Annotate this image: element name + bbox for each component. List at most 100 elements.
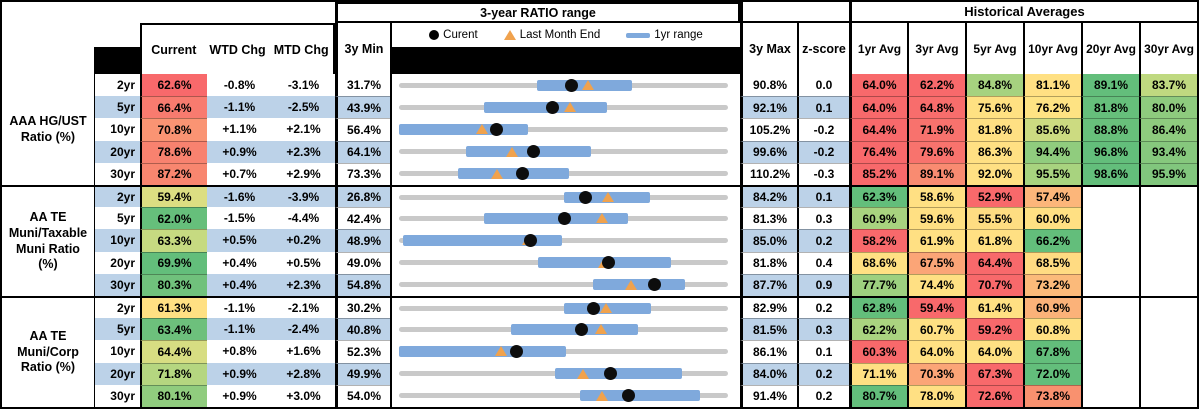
mtd-chg-value: -4.4% (287, 211, 320, 226)
historical-avg-value: 75.6% (965, 96, 1023, 119)
above-max-z-blank (740, 2, 849, 23)
3y-min-value: 30.2% (335, 296, 390, 319)
tenor-label: 2yr (94, 185, 140, 208)
1yr-range-bar (398, 123, 529, 135)
3y-min-value: 31.7% (335, 74, 390, 97)
avg-column-header: 20yr Avg (1081, 23, 1139, 74)
historical-avg-value: 81.1% (1023, 74, 1081, 97)
range-chart (390, 384, 740, 407)
z-score-value: 0.3 (797, 318, 849, 341)
range-track (398, 305, 729, 311)
wtd-chg-value: -1.5% (223, 211, 256, 226)
3y-min-value: 54.0% (335, 384, 390, 407)
3y-min-value: 49.9% (335, 362, 390, 385)
z-score-column-header: z-score (797, 23, 849, 74)
historical-avg-value: 64.0% (907, 340, 965, 363)
historical-avg-value: 76.4% (849, 140, 907, 163)
above-current-blank (140, 2, 335, 23)
range-chart (390, 96, 740, 119)
historical-avg-value: 60.7% (907, 318, 965, 341)
historical-avg-value (1139, 318, 1197, 341)
current-marker (603, 367, 617, 381)
z-score-value: -0.2 (797, 140, 849, 163)
historical-avg-value: 73.8% (1023, 384, 1081, 407)
1yr-range-bar (457, 168, 570, 180)
legend-1yr-range: 1yr range (626, 29, 703, 41)
3y-max-value: 81.5% (740, 318, 797, 341)
mtd-chg-value: +0.5% (286, 255, 321, 270)
historical-avg-value: 62.3% (849, 185, 907, 208)
current-marker (526, 145, 540, 159)
3y-max-value: 90.8% (740, 74, 797, 97)
tenor-label: 5yr (94, 318, 140, 341)
tenor-label: 30yr (94, 273, 140, 296)
3y-min-value: 49.0% (335, 251, 390, 274)
chart-section-title: 3-year RATIO range (335, 2, 740, 23)
3y-max-value: 82.9% (740, 296, 797, 319)
current-marker (579, 190, 593, 204)
z-score-value: 0.0 (797, 74, 849, 97)
last-month-end-marker (582, 80, 595, 91)
historical-avg-value (1139, 296, 1197, 319)
tenor-label: 20yr (94, 251, 140, 274)
historical-avg-value: 58.6% (907, 185, 965, 208)
historical-avg-value (1081, 207, 1139, 230)
3y-max-value: 91.4% (740, 384, 797, 407)
wtd-chg-value: +1.1% (222, 122, 257, 137)
historical-avg-value: 59.6% (907, 207, 965, 230)
historical-avg-value (1081, 296, 1139, 319)
tenor-label: 5yr (94, 207, 140, 230)
1yr-range-bar (484, 212, 629, 224)
current-dot-icon (429, 30, 440, 40)
historical-avg-value: 96.8% (1081, 140, 1139, 163)
mtd-chg-value: -3.1% (287, 78, 320, 93)
tenor-label: 10yr (94, 118, 140, 141)
current-marker (546, 100, 560, 114)
historical-avg-value: 86.4% (1139, 118, 1197, 141)
historical-avg-value: 64.0% (849, 96, 907, 119)
historical-avg-value: 83.7% (1139, 74, 1197, 97)
historical-avg-value: 86.3% (965, 140, 1023, 163)
historical-avg-value: 58.2% (849, 229, 907, 252)
3y-min-value: 26.8% (335, 185, 390, 208)
current-value: 63.3% (140, 229, 207, 252)
range-chart (390, 162, 740, 185)
historical-avg-value (1081, 362, 1139, 385)
wtd-chg-value: +0.7% (222, 166, 257, 181)
historical-avg-value: 74.4% (907, 273, 965, 296)
tenor-header-black-box (94, 47, 140, 74)
3y-min-value: 64.1% (335, 140, 390, 163)
avg-column-header: 5yr Avg (965, 23, 1023, 74)
3y-max-value: 81.8% (740, 251, 797, 274)
historical-avg-value (1139, 362, 1197, 385)
range-chart (390, 207, 740, 230)
3y-max-value: 84.0% (740, 362, 797, 385)
1yr-range-bar (511, 323, 638, 335)
3y-min-value: 40.8% (335, 318, 390, 341)
current-value: 71.8% (140, 362, 207, 385)
legend-range-label: 1yr range (654, 29, 703, 41)
range-chart (390, 362, 740, 385)
1yr-range-bar (593, 279, 686, 291)
tenor-label: 2yr (94, 74, 140, 97)
last-month-end-marker (506, 146, 519, 157)
wtd-chg-value: +0.4% (207, 273, 272, 296)
current-marker (489, 122, 503, 136)
avg-column-header: 3yr Avg (907, 23, 965, 74)
historical-avg-value: 70.3% (907, 362, 965, 385)
3y-max-value: 86.1% (740, 340, 797, 363)
historical-avg-value (1139, 384, 1197, 407)
last-month-end-marker (577, 368, 590, 379)
group-label: AA TE Muni/Taxable Muni Ratio (%) (2, 185, 94, 296)
historical-avg-value: 64.8% (907, 96, 965, 119)
z-score-value: 0.2 (797, 362, 849, 385)
z-score-value: 0.1 (797, 340, 849, 363)
wtd-chg-value: +0.8% (222, 344, 257, 359)
wtd-chg-value: +0.9% (222, 388, 257, 403)
historical-avg-value: 76.2% (1023, 96, 1081, 119)
historical-avg-value: 71.1% (849, 362, 907, 385)
last-month-end-marker (595, 324, 608, 335)
current-marker (622, 389, 636, 403)
historical-avg-value: 85.6% (1023, 118, 1081, 141)
wtd-chg-value: +0.4% (222, 255, 257, 270)
